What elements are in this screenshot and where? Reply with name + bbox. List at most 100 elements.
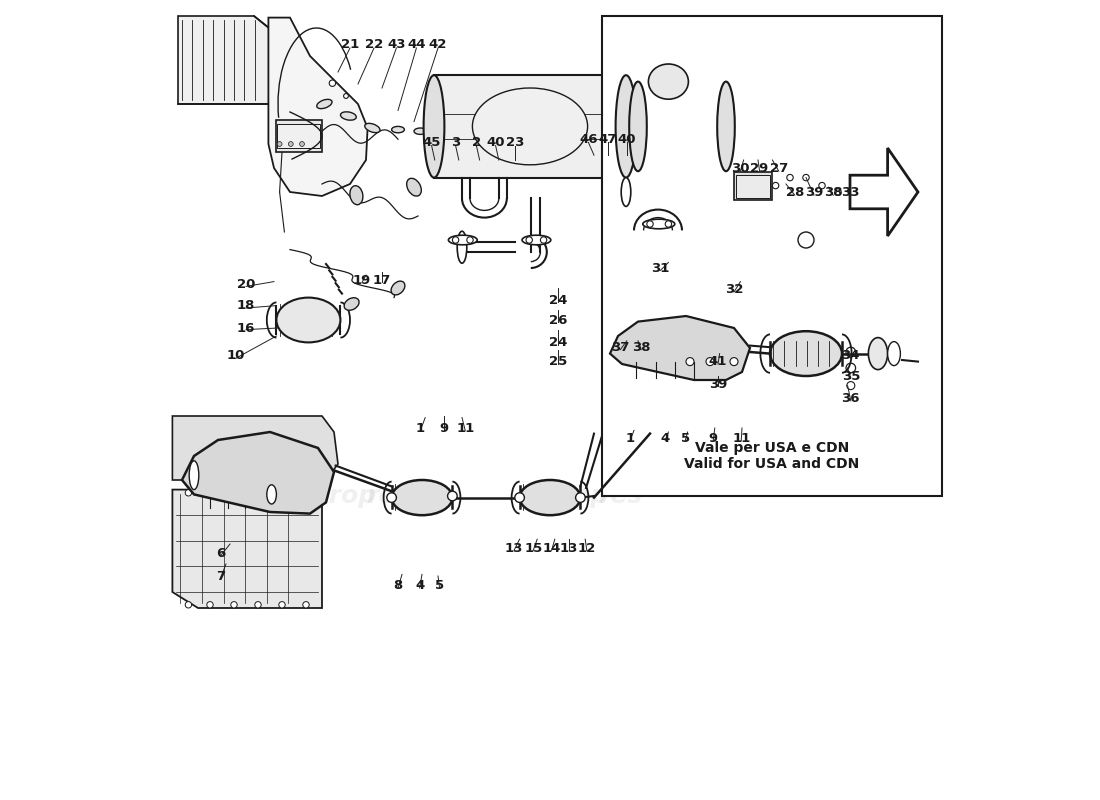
Circle shape [299, 142, 305, 146]
Text: 8: 8 [394, 579, 403, 592]
Ellipse shape [276, 298, 340, 342]
Ellipse shape [189, 461, 199, 490]
Ellipse shape [392, 281, 405, 295]
Ellipse shape [868, 338, 888, 370]
Bar [602, 16, 942, 496]
Ellipse shape [621, 178, 630, 206]
Text: 9: 9 [440, 422, 449, 434]
Circle shape [818, 182, 825, 189]
Text: 7: 7 [216, 570, 225, 582]
Polygon shape [733, 218, 852, 262]
Ellipse shape [407, 178, 421, 196]
Text: 24: 24 [549, 294, 568, 306]
Text: 11: 11 [733, 432, 750, 445]
Text: 41: 41 [708, 355, 727, 368]
Circle shape [686, 358, 694, 366]
Circle shape [730, 358, 738, 366]
Text: 15: 15 [524, 542, 542, 554]
Text: 40: 40 [617, 133, 636, 146]
Text: 13: 13 [505, 542, 524, 554]
Ellipse shape [350, 186, 363, 205]
Text: 40: 40 [486, 136, 505, 149]
Circle shape [231, 602, 238, 608]
Text: 25: 25 [549, 355, 568, 368]
Polygon shape [173, 490, 322, 608]
Circle shape [255, 490, 261, 496]
Text: 19: 19 [353, 274, 371, 286]
Text: 42: 42 [429, 38, 448, 50]
Text: 37: 37 [612, 341, 629, 354]
Circle shape [448, 491, 458, 501]
Circle shape [277, 142, 282, 146]
Text: 2: 2 [472, 136, 481, 149]
Ellipse shape [717, 82, 735, 171]
Text: 5: 5 [681, 432, 690, 445]
Text: Valid for USA and CDN: Valid for USA and CDN [684, 457, 859, 471]
Ellipse shape [317, 99, 332, 109]
Circle shape [846, 363, 856, 373]
Text: 4: 4 [661, 432, 670, 445]
Text: 9: 9 [708, 432, 718, 445]
Polygon shape [182, 432, 334, 514]
Text: 17: 17 [373, 274, 392, 286]
Ellipse shape [519, 480, 581, 515]
Circle shape [329, 80, 336, 86]
Ellipse shape [770, 331, 842, 376]
Text: 46: 46 [580, 133, 597, 146]
Circle shape [515, 493, 525, 502]
Ellipse shape [341, 112, 356, 120]
Ellipse shape [458, 231, 466, 263]
Ellipse shape [629, 82, 647, 171]
Text: 43: 43 [387, 38, 406, 50]
Circle shape [526, 237, 532, 243]
Polygon shape [173, 416, 338, 480]
Text: 33: 33 [842, 186, 860, 198]
Text: 5: 5 [434, 579, 444, 592]
Text: 18: 18 [236, 299, 255, 312]
Bar [736, 175, 770, 198]
Bar [734, 172, 772, 200]
Circle shape [666, 221, 672, 227]
Circle shape [231, 490, 238, 496]
Text: 27: 27 [770, 162, 788, 174]
Circle shape [452, 237, 459, 243]
Text: 39: 39 [708, 378, 727, 390]
Text: 39: 39 [805, 186, 823, 198]
Circle shape [706, 358, 714, 366]
Text: 24: 24 [549, 336, 568, 349]
Polygon shape [850, 148, 918, 236]
Text: 3: 3 [451, 136, 460, 149]
Bar [276, 120, 322, 152]
Ellipse shape [616, 75, 637, 178]
Text: 26: 26 [549, 314, 568, 326]
Text: 32: 32 [725, 283, 744, 296]
Ellipse shape [365, 123, 380, 133]
Ellipse shape [267, 485, 276, 504]
Ellipse shape [472, 88, 587, 165]
Text: res: res [734, 372, 779, 396]
Ellipse shape [414, 128, 427, 134]
Text: 30: 30 [732, 162, 750, 174]
Polygon shape [178, 16, 274, 104]
Text: 36: 36 [842, 392, 860, 405]
Text: 11: 11 [456, 422, 474, 434]
Circle shape [302, 602, 309, 608]
Circle shape [278, 490, 285, 496]
Ellipse shape [392, 126, 405, 133]
Text: europ: europ [670, 372, 752, 396]
Text: 4: 4 [415, 579, 425, 592]
Ellipse shape [888, 342, 901, 366]
Circle shape [207, 602, 213, 608]
Text: 21: 21 [341, 38, 359, 50]
Circle shape [255, 602, 261, 608]
Circle shape [302, 490, 309, 496]
Circle shape [207, 490, 213, 496]
Ellipse shape [642, 219, 674, 229]
Circle shape [835, 189, 842, 195]
Text: 14: 14 [542, 542, 561, 554]
Text: 20: 20 [236, 278, 255, 290]
Text: 22: 22 [365, 38, 383, 50]
Circle shape [803, 174, 810, 181]
Circle shape [786, 174, 793, 181]
Ellipse shape [522, 235, 551, 245]
